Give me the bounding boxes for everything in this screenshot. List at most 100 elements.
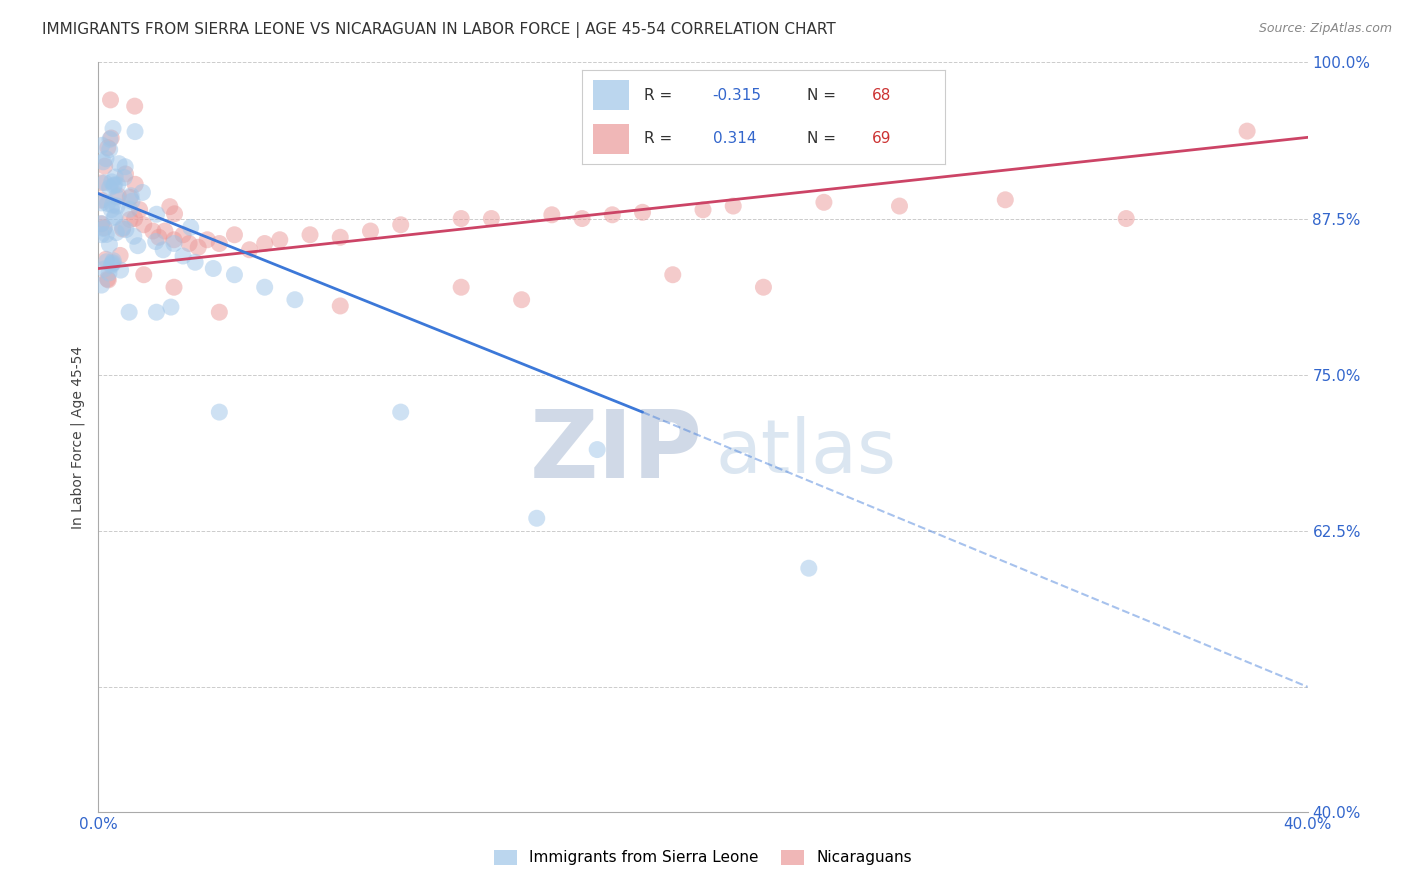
Point (510, 293, 533, 307)
Point (114, 167, 136, 181)
Point (172, 249, 194, 263)
Point (101, 257, 124, 271)
Point (100, 202, 122, 217)
Point (253, 280, 276, 294)
Point (121, 194, 143, 209)
Point (813, 195, 835, 210)
Point (122, 229, 145, 244)
Point (142, 224, 165, 238)
Point (180, 220, 202, 235)
Point (111, 222, 134, 236)
Point (96, 254, 118, 268)
Point (107, 189, 129, 203)
Point (90, 227, 112, 242)
Point (132, 218, 155, 232)
Point (179, 236, 201, 251)
Point (90, 138, 112, 153)
Point (101, 121, 124, 136)
Point (98, 143, 121, 157)
Point (208, 405, 231, 419)
Point (110, 263, 132, 277)
Point (132, 268, 155, 282)
Point (103, 211, 125, 225)
Point (172, 227, 194, 242)
Point (208, 305, 231, 319)
Point (108, 156, 131, 170)
Point (93, 220, 115, 235)
Point (90, 195, 112, 210)
Point (104, 178, 127, 192)
Point (124, 125, 146, 139)
Text: Source: ZipAtlas.com: Source: ZipAtlas.com (1258, 22, 1392, 36)
Point (253, 236, 276, 251)
Point (128, 202, 150, 217)
Point (299, 227, 322, 242)
Point (389, 405, 412, 419)
Point (159, 200, 181, 214)
Point (120, 190, 142, 204)
Point (208, 236, 231, 251)
Point (540, 208, 562, 222)
Point (93, 159, 115, 173)
Point (187, 240, 209, 254)
Point (202, 261, 225, 276)
Point (239, 243, 262, 257)
Point (224, 268, 246, 282)
Point (94, 176, 117, 190)
Point (131, 186, 153, 200)
Point (389, 218, 412, 232)
Point (118, 305, 141, 319)
Point (269, 233, 291, 247)
Point (160, 300, 183, 314)
Point (127, 238, 149, 252)
Point (108, 248, 131, 262)
Point (124, 211, 146, 226)
Point (103, 178, 125, 193)
Point (98, 237, 121, 252)
Text: IMMIGRANTS FROM SIERRA LEONE VS NICARAGUAN IN LABOR FORCE | AGE 45-54 CORRELATIO: IMMIGRANTS FROM SIERRA LEONE VS NICARAGU… (42, 22, 837, 38)
Point (90, 193, 112, 207)
Point (98, 132, 121, 146)
Point (224, 227, 246, 242)
Point (163, 233, 186, 247)
Point (114, 160, 136, 174)
Point (994, 193, 1017, 207)
Y-axis label: In Labor Force | Age 45-54: In Labor Force | Age 45-54 (70, 345, 86, 529)
Point (94, 152, 117, 166)
Point (163, 236, 186, 251)
Point (97, 266, 120, 280)
Point (284, 293, 307, 307)
Point (100, 131, 122, 145)
Point (329, 299, 352, 313)
Point (889, 199, 911, 213)
Text: ZIP: ZIP (530, 406, 703, 498)
Point (100, 93, 122, 107)
Point (98, 180, 121, 194)
Point (115, 222, 138, 236)
Point (163, 207, 186, 221)
Point (752, 280, 775, 294)
Point (90, 217, 112, 231)
Point (153, 224, 176, 238)
Point (91, 154, 114, 169)
Point (526, 511, 548, 525)
Point (148, 230, 170, 244)
Point (450, 211, 472, 226)
Point (360, 224, 382, 238)
Point (104, 169, 127, 184)
Point (586, 442, 609, 457)
Point (101, 198, 124, 212)
Point (96, 227, 118, 242)
Point (124, 99, 146, 113)
Point (96, 272, 118, 286)
Point (105, 199, 128, 213)
Point (1115, 211, 1137, 226)
Point (329, 230, 352, 244)
Point (107, 178, 129, 192)
Point (118, 212, 141, 227)
Point (1236, 124, 1258, 138)
Point (195, 233, 218, 247)
Point (661, 268, 683, 282)
Point (145, 305, 167, 319)
Text: atlas: atlas (716, 416, 896, 489)
